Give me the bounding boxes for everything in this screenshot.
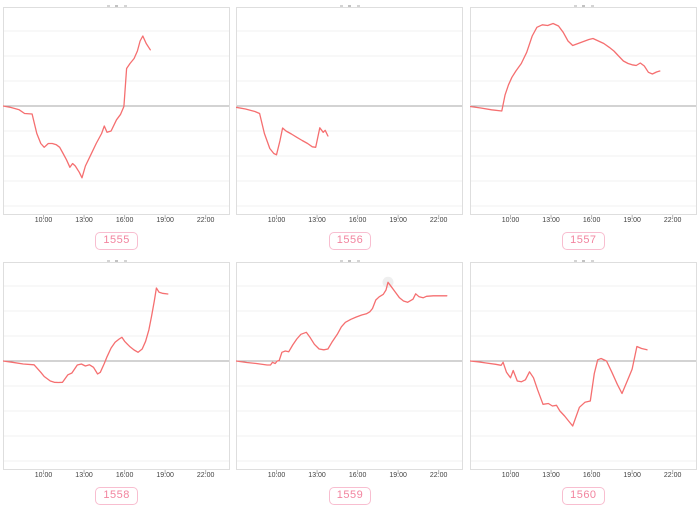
badge-row: 1557 — [467, 229, 700, 255]
svg-text:19:00: 19:00 — [157, 472, 175, 479]
svg-text:16:00: 16:00 — [116, 217, 134, 224]
svg-text:10:00: 10:00 — [268, 472, 286, 479]
svg-text:10:00: 10:00 — [502, 472, 520, 479]
svg-text:16:00: 16:00 — [349, 217, 367, 224]
svg-text:22:00: 22:00 — [197, 472, 215, 479]
chart-cell: 10:00 13:00 16:00 19:00 22:00 1555 — [0, 0, 233, 255]
clipped-title-fragment — [233, 0, 466, 7]
svg-text:10:00: 10:00 — [35, 217, 53, 224]
badge-row: 1556 — [233, 229, 466, 255]
badge-row: 1558 — [0, 484, 233, 509]
svg-text:10:00: 10:00 — [268, 217, 286, 224]
svg-text:16:00: 16:00 — [583, 472, 601, 479]
svg-text:13:00: 13:00 — [309, 217, 327, 224]
stock-line-chart: 10:00 13:00 16:00 19:00 22:00 — [3, 7, 231, 224]
svg-text:19:00: 19:00 — [623, 472, 641, 479]
svg-text:19:00: 19:00 — [390, 217, 408, 224]
chart-cell: 10:00 13:00 16:00 19:00 22:00 1557 — [467, 0, 700, 255]
svg-text:13:00: 13:00 — [542, 217, 560, 224]
badge-row: 1560 — [467, 484, 700, 509]
svg-text:16:00: 16:00 — [349, 472, 367, 479]
badge-row: 1555 — [0, 229, 233, 255]
svg-text:13:00: 13:00 — [75, 217, 93, 224]
chart-cell: 10:00 13:00 16:00 19:00 22:00 1559 — [233, 255, 466, 509]
svg-text:16:00: 16:00 — [583, 217, 601, 224]
svg-text:22:00: 22:00 — [664, 472, 682, 479]
svg-text:16:00: 16:00 — [116, 472, 134, 479]
svg-text:19:00: 19:00 — [390, 472, 408, 479]
chart-cell: 10:00 13:00 16:00 19:00 22:00 1560 — [467, 255, 700, 509]
svg-text:22:00: 22:00 — [430, 217, 448, 224]
svg-text:22:00: 22:00 — [430, 472, 448, 479]
stock-line-chart: 10:00 13:00 16:00 19:00 22:00 — [469, 261, 697, 479]
chart-id-badge[interactable]: 1560 — [562, 486, 605, 505]
clipped-title-fragment — [467, 0, 700, 7]
clipped-title-fragment — [0, 255, 233, 262]
clipped-title-fragment — [233, 255, 466, 262]
svg-text:13:00: 13:00 — [309, 472, 327, 479]
chart-id-badge[interactable]: 1559 — [328, 486, 372, 505]
stock-line-chart: 10:00 13:00 16:00 19:00 22:00 — [469, 7, 697, 224]
svg-text:19:00: 19:00 — [157, 217, 175, 224]
clipped-title-fragment — [467, 255, 700, 262]
badge-row: 1559 — [233, 484, 466, 509]
stock-line-chart: 10:00 13:00 16:00 19:00 22:00 — [236, 261, 464, 479]
svg-text:13:00: 13:00 — [542, 472, 560, 479]
chart-id-badge[interactable]: 1558 — [95, 486, 138, 505]
chart-id-badge[interactable]: 1555 — [95, 232, 138, 250]
chart-cell: 10:00 13:00 16:00 19:00 22:00 1558 — [0, 255, 233, 509]
svg-text:22:00: 22:00 — [664, 217, 682, 224]
svg-text:10:00: 10:00 — [35, 472, 53, 479]
svg-text:19:00: 19:00 — [623, 217, 641, 224]
stock-line-chart: 10:00 13:00 16:00 19:00 22:00 — [236, 7, 464, 224]
stock-line-chart: 10:00 13:00 16:00 19:00 22:00 — [3, 261, 231, 479]
svg-text:10:00: 10:00 — [502, 217, 520, 224]
svg-text:13:00: 13:00 — [75, 472, 93, 479]
chart-id-badge[interactable]: 1556 — [328, 232, 372, 250]
chart-cell: 10:00 13:00 16:00 19:00 22:00 1556 — [233, 0, 466, 255]
chart-id-badge[interactable]: 1557 — [562, 232, 605, 250]
svg-text:22:00: 22:00 — [197, 217, 215, 224]
clipped-title-fragment — [0, 0, 233, 7]
